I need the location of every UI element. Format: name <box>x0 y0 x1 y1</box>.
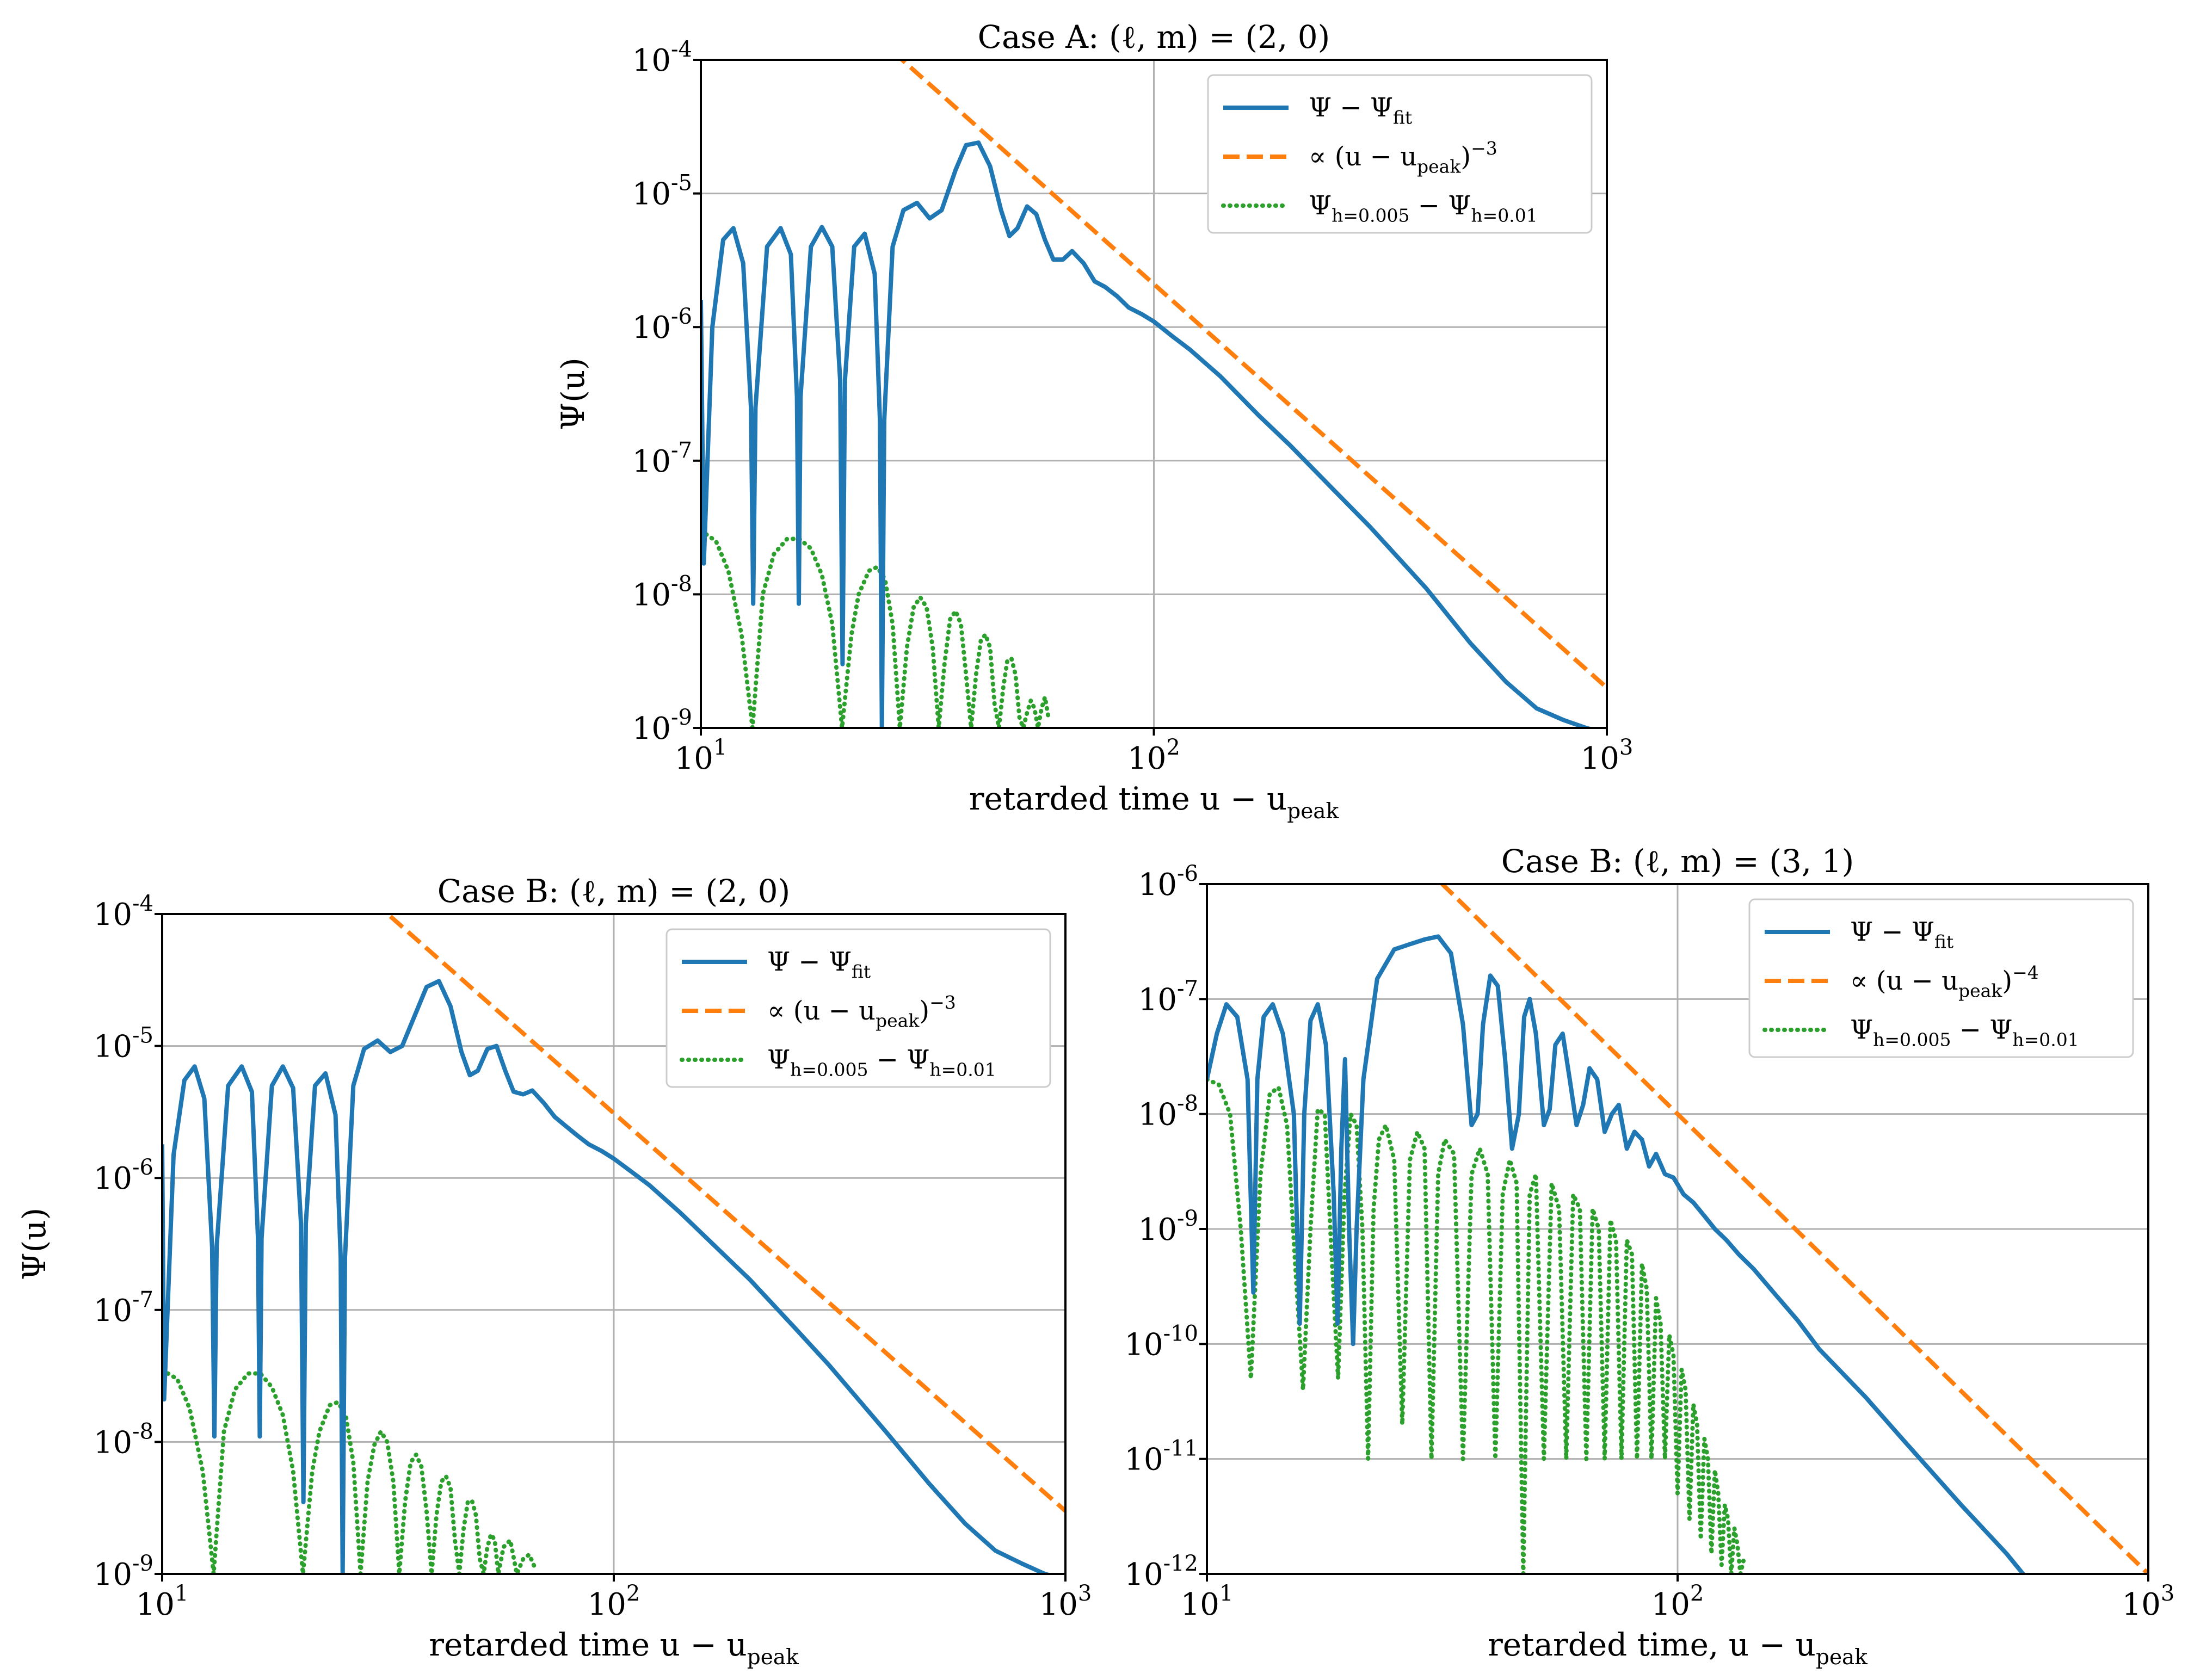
series-resolution-line <box>1207 1077 1746 1574</box>
y-tick-label: 10-11 <box>1124 1436 1198 1478</box>
y-tick-label: 10-7 <box>94 1287 153 1329</box>
legend-box <box>1748 898 2134 1058</box>
series-powerlaw-line <box>898 60 1607 690</box>
y-axis-label: Ψ(u) <box>16 1208 53 1280</box>
series-resolution-line <box>701 528 1051 728</box>
legend-label: Ψ − Ψfit <box>767 947 871 982</box>
y-tick-label: 10-6 <box>632 304 692 345</box>
x-tick-label: 103 <box>1039 1581 1092 1622</box>
series-powerlaw-line <box>1439 884 2148 1574</box>
x-axis-label: retarded time u − upeak <box>429 1626 799 1670</box>
y-tick-label: 10-6 <box>94 1155 153 1196</box>
series-group <box>1207 884 2148 1574</box>
chart-title: Case B: (ℓ, m) = (2, 0) <box>437 873 790 910</box>
legend-label: Ψ − Ψfit <box>1850 917 1953 952</box>
legend-label: ∝ (u − upeak)−4 <box>1850 962 2039 1002</box>
legend-box <box>665 928 1051 1088</box>
y-tick-label: 10-9 <box>94 1551 153 1592</box>
x-axis-label: retarded time u − upeak <box>969 780 1339 824</box>
y-tick-label: 10-7 <box>1138 976 1198 1017</box>
series-group <box>162 914 1065 1574</box>
legend-label: ∝ (u − upeak)−3 <box>1309 138 1497 177</box>
y-tick-label: 10-8 <box>1138 1091 1198 1133</box>
x-tick-label: 101 <box>136 1581 189 1622</box>
legend-label: Ψ − Ψfit <box>1309 92 1412 128</box>
y-tick-label: 10-8 <box>94 1419 153 1460</box>
x-tick-label: 103 <box>2122 1581 2175 1622</box>
x-tick-label: 101 <box>1181 1581 1234 1622</box>
series-residual-line <box>1207 934 2026 1574</box>
y-tick-label: 10-4 <box>632 37 692 78</box>
series-group <box>701 60 1607 728</box>
y-tick-label: 10-7 <box>632 438 692 479</box>
y-tick-label: 10-9 <box>632 705 692 746</box>
y-tick-label: 10-12 <box>1124 1551 1198 1592</box>
chart-panel-2: 101 102 103 10-9 10-8 10-7 10-6 10-5 10-4 Case B:… <box>16 873 1092 1670</box>
series-residual-line <box>162 979 1053 1574</box>
y-tick-label: 10-6 <box>1138 861 1198 903</box>
x-tick-label: 102 <box>1127 735 1180 776</box>
legend: Ψ − Ψfit ∝ (u − upeak)−3 Ψh=0.005 − Ψh=0.0… <box>1207 74 1593 234</box>
series-resolution-line <box>162 1368 538 1574</box>
y-tick-label: 10-9 <box>1138 1206 1198 1247</box>
y-tick-label: 10-4 <box>94 891 153 932</box>
chart-title: Case B: (ℓ, m) = (3, 1) <box>1501 843 1854 880</box>
chart-panel-1: 101 102 103 10-9 10-8 10-7 10-6 10-5 10-4 Case A:… <box>554 18 1634 824</box>
chart-panel-3: 101 102 103 10-12 10-11 10-10 10-9 10-8 10-7 10-6… <box>1124 843 2175 1670</box>
legend-label: Ψh=0.005 − Ψh=0.01 <box>1850 1015 2079 1050</box>
y-tick-label: 10-8 <box>632 571 692 613</box>
legend: Ψ − Ψfit ∝ (u − upeak)−4 Ψh=0.005 − Ψh=0.0… <box>1748 898 2134 1058</box>
x-tick-label: 102 <box>1651 1581 1704 1622</box>
x-tick-label: 101 <box>675 735 728 776</box>
series-residual-line <box>701 140 1594 728</box>
y-axis-label: Ψ(u) <box>554 357 591 430</box>
legend-box <box>1207 74 1593 234</box>
chart-title: Case A: (ℓ, m) = (2, 0) <box>978 18 1330 55</box>
x-tick-label: 102 <box>588 1581 640 1622</box>
y-tick-label: 10-5 <box>94 1023 153 1065</box>
legend: Ψ − Ψfit ∝ (u − upeak)−3 Ψh=0.005 − Ψh=0.0… <box>665 928 1051 1088</box>
legend-label: ∝ (u − upeak)−3 <box>767 992 956 1032</box>
legend-label: Ψh=0.005 − Ψh=0.01 <box>1309 190 1538 226</box>
x-tick-label: 103 <box>1581 735 1634 776</box>
y-tick-label: 10-10 <box>1124 1321 1198 1362</box>
legend-label: Ψh=0.005 − Ψh=0.01 <box>767 1045 996 1080</box>
y-tick-label: 10-5 <box>632 171 692 212</box>
x-axis-label: retarded time, u − upeak <box>1488 1626 1867 1670</box>
